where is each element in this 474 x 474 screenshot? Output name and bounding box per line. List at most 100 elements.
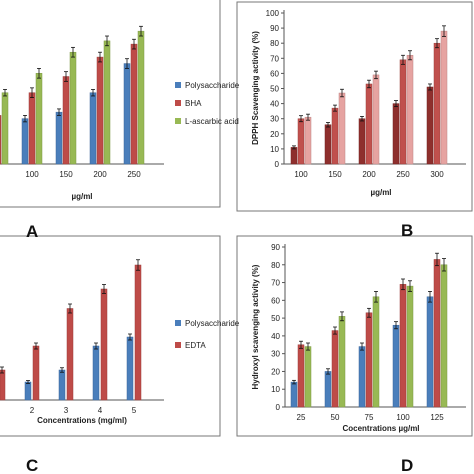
bar <box>103 40 111 165</box>
legend-label: L-ascarbic acid <box>185 117 239 126</box>
y-tick-label: 30 <box>271 350 280 359</box>
y-tick-label: 60 <box>271 296 280 305</box>
bar <box>331 107 339 165</box>
x-axis-label: µg/ml <box>370 188 391 197</box>
bar <box>399 284 407 408</box>
bar <box>126 336 134 401</box>
panel-c-letter: C <box>26 456 38 474</box>
legend-label: Polysaccharide <box>185 319 240 328</box>
bar <box>0 115 2 165</box>
bar <box>406 285 414 408</box>
legend-label: Polysaccharide <box>185 81 240 90</box>
bar <box>55 111 63 165</box>
panel-d-frame <box>236 235 473 437</box>
y-tick-label: 60 <box>270 69 279 78</box>
bar <box>290 381 298 408</box>
bar <box>1 92 9 165</box>
x-tick-label: 250 <box>127 170 141 179</box>
y-tick-label: 40 <box>271 332 280 341</box>
bar <box>324 371 332 408</box>
bar <box>338 92 346 165</box>
x-tick-label: 150 <box>328 170 342 179</box>
x-tick-label: 75 <box>365 413 374 422</box>
x-tick-label: 250 <box>396 170 410 179</box>
x-tick-label: 100 <box>396 413 410 422</box>
bar <box>66 308 74 401</box>
x-tick-label: 300 <box>430 170 444 179</box>
x-axis-label: Cocentrations µg/ml <box>342 424 419 433</box>
legend-swatch <box>175 100 181 106</box>
bar <box>372 74 380 165</box>
y-axis-label: Hydroxyl scavenging activity (%) <box>251 264 260 389</box>
y-tick-label: 0 <box>275 160 280 169</box>
bar <box>399 59 407 165</box>
bar <box>297 118 305 165</box>
panel-c-chart: 2 3 4 5 Concentrations (mg/ml) Polysaccharide… <box>0 259 240 425</box>
x-tick-label: 200 <box>93 170 107 179</box>
y-axis-label: DPPH Scavenging activity (%) <box>251 31 260 145</box>
bar <box>358 346 366 408</box>
bar <box>28 92 36 165</box>
y-tick-label: 80 <box>270 39 279 48</box>
bar <box>392 324 400 408</box>
panel-a-frame <box>0 0 221 208</box>
bar <box>440 30 448 165</box>
x-tick-label: 50 <box>331 413 340 422</box>
bar <box>338 316 346 408</box>
legend-swatch <box>175 82 181 88</box>
bar <box>392 103 400 165</box>
y-tick-label: 80 <box>271 261 280 270</box>
y-tick-label: 30 <box>270 115 279 124</box>
panel-a-chart: 100 150 200 250 µg/ml Polysaccharide BHA L-asca… <box>0 25 240 201</box>
x-tick-label: 3 <box>64 406 69 415</box>
bar <box>35 73 43 165</box>
bar <box>24 381 32 401</box>
bar <box>372 296 380 408</box>
panel-c-frame <box>0 235 221 437</box>
bar <box>32 345 40 401</box>
bar <box>358 118 366 165</box>
x-tick-label: 2 <box>30 406 35 415</box>
y-tick-label: 90 <box>271 243 280 252</box>
legend-swatch <box>175 342 181 348</box>
bar <box>433 259 441 408</box>
bar <box>69 51 77 165</box>
bar <box>92 345 100 401</box>
bar <box>89 92 97 165</box>
bar <box>304 346 312 408</box>
panel-a-letter: A <box>26 222 38 241</box>
x-tick-label: 5 <box>132 406 137 415</box>
bar <box>134 264 142 401</box>
y-tick-label: 20 <box>270 130 279 139</box>
panel-b-frame <box>236 1 473 212</box>
y-tick-label: 90 <box>270 24 279 33</box>
x-tick-label: 100 <box>25 170 39 179</box>
bar <box>130 43 138 165</box>
panel-d-letter: D <box>401 456 413 474</box>
x-tick-label: 125 <box>430 413 444 422</box>
x-axis-label: µg/ml <box>71 192 92 201</box>
x-tick-label: 200 <box>362 170 376 179</box>
x-axis-label: Concentrations (mg/ml) <box>37 416 127 425</box>
y-tick-label: 70 <box>271 279 280 288</box>
bar <box>62 76 70 165</box>
bar <box>426 296 434 408</box>
bar <box>365 312 373 408</box>
bar <box>406 55 414 165</box>
y-tick-label: 40 <box>270 100 279 109</box>
bar <box>324 124 332 165</box>
y-tick-label: 100 <box>266 9 280 18</box>
panel-d-chart: 0 10 20 30 40 50 60 70 80 90 25 50 75 100 125 Cocentrat… <box>251 243 466 433</box>
x-tick-label: 150 <box>59 170 73 179</box>
bar <box>96 56 104 165</box>
x-tick-label: 100 <box>294 170 308 179</box>
bar <box>433 42 441 165</box>
y-tick-label: 50 <box>271 314 280 323</box>
bar <box>304 116 312 165</box>
y-tick-label: 10 <box>270 145 279 154</box>
bar <box>426 86 434 165</box>
bar <box>0 369 6 401</box>
bar <box>21 118 29 165</box>
x-tick-label: 25 <box>297 413 306 422</box>
panel-b-letter: B <box>401 221 413 240</box>
